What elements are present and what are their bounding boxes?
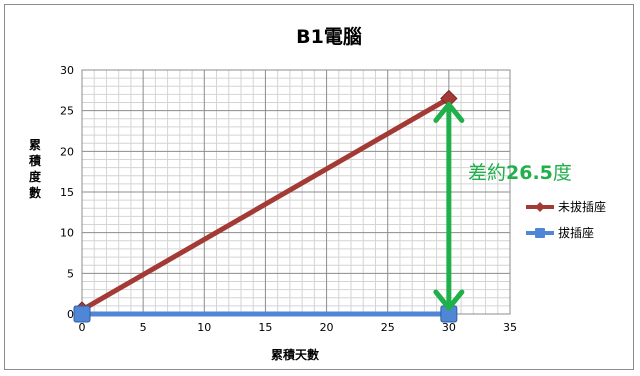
y-tick-label: 30 (60, 64, 74, 77)
series-line-1 (79, 95, 452, 313)
y-tick-label: 10 (60, 227, 74, 240)
series-marker-2 (73, 305, 91, 323)
x-tick-label: 25 (381, 321, 395, 334)
difference-annotation: 差約26.5度 (433, 101, 572, 311)
chart-frame: B1電腦 0 5 10 15 20 25 30 0 5 10 15 20 25 30 35 累積天數 累積… (4, 4, 634, 370)
y-axis-label-char: 累 (29, 138, 41, 152)
x-tick-label: 35 (503, 321, 517, 334)
annotation-arrowhead-top (433, 101, 465, 123)
y-tick-label: 15 (60, 186, 74, 199)
y-axis-ticks: 0 5 10 15 20 25 30 (60, 64, 74, 321)
y-tick-label: 0 (67, 308, 74, 321)
annotation-prefix: 差約 (468, 162, 506, 184)
x-axis-label: 累積天數 (271, 347, 319, 362)
legend-swatch-marker (535, 202, 545, 212)
legend-label: 拔插座 (558, 225, 594, 240)
x-axis-ticks: 0 5 10 15 20 25 30 35 (79, 321, 518, 334)
legend-swatch-marker (535, 228, 545, 238)
y-tick-label: 20 (60, 145, 74, 158)
y-tick-label: 5 (67, 267, 74, 280)
series-layer (73, 89, 458, 323)
y-axis-label-char: 數 (29, 185, 41, 200)
y-axis-label: 累積度數 (28, 138, 42, 200)
x-tick-label: 15 (258, 321, 272, 334)
x-tick-label: 0 (79, 321, 86, 334)
line-chart: B1電腦 0 5 10 15 20 25 30 0 5 10 15 20 25 30 35 累積天數 累積… (28, 25, 606, 362)
annotation-label: 差約26.5度 (468, 162, 572, 184)
x-tick-label: 30 (442, 321, 456, 334)
x-tick-label: 5 (140, 321, 147, 334)
annotation-value: 26.5 (506, 162, 553, 184)
y-axis-label-char: 度 (29, 169, 42, 184)
chart-title: B1電腦 (296, 25, 362, 48)
legend-label: 未拔插座 (558, 199, 606, 214)
annotation-suffix: 度 (553, 162, 572, 184)
x-tick-label: 20 (320, 321, 334, 334)
y-tick-label: 25 (60, 105, 74, 118)
annotation-arrowhead-bottom (433, 289, 465, 311)
x-tick-label: 10 (197, 321, 211, 334)
y-axis-label-char: 積 (28, 153, 42, 168)
